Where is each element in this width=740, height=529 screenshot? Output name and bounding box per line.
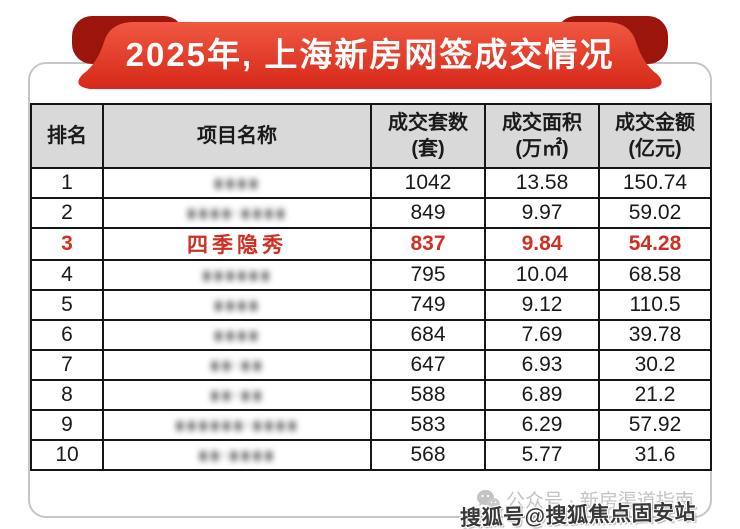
table-row: 7 ■■·■■ 647 6.93 30.2: [30, 349, 712, 381]
table-row: 6 ■■■■ 684 7.69 39.78: [30, 319, 712, 351]
units-sold-cell: 1042: [370, 167, 486, 199]
project-name: ■■■■·■■■■: [186, 204, 288, 225]
area-sold-cell: 9.97: [484, 197, 600, 229]
sohu-watermark: 搜狐号@搜狐焦点固安站: [459, 500, 697, 529]
title-ribbon: 2025年, 上海新房网签成交情况: [50, 10, 690, 96]
amount-cell: 57.92: [598, 409, 712, 441]
area-sold-cell: 13.58: [484, 167, 600, 199]
project-name-cell: ■■■■: [102, 289, 372, 321]
header-rank-label: 排名: [47, 125, 87, 147]
project-name: ■■■■: [213, 174, 261, 195]
header-project-name: 项目名称: [102, 103, 372, 169]
header-amount-unit: (亿元): [628, 138, 682, 160]
header-project-name-label: 项目名称: [197, 125, 277, 147]
area-sold-cell: 9.84: [484, 227, 600, 261]
units-sold-cell: 684: [370, 319, 486, 351]
rank-cell: 2: [30, 197, 104, 229]
project-name: ■■·■■: [210, 386, 264, 407]
project-name-cell: ■■·■■: [102, 379, 372, 411]
rank-cell: 9: [30, 409, 104, 441]
wechat-icon: [477, 489, 500, 509]
sales-table: 排名 项目名称 成交套数 (套) 成交面积 (万㎡) 成交金额: [30, 103, 712, 471]
project-name-cell: ■■■■: [102, 319, 372, 351]
project-name-cell: ■■■■·■■■■: [102, 197, 372, 229]
table-row: 4 ■■■■■■ 795 10.04 68.58: [30, 259, 712, 291]
rank-cell: 5: [30, 289, 104, 321]
project-name-cell: ■■■■: [102, 167, 372, 199]
sales-table-container: 排名 项目名称 成交套数 (套) 成交面积 (万㎡) 成交金额: [30, 103, 712, 471]
units-sold-cell: 795: [370, 259, 486, 291]
rank-cell: 1: [30, 167, 104, 199]
project-name: ■■■■■■·■■■■: [175, 416, 299, 437]
table-row: 8 ■■·■■ 588 6.89 21.2: [30, 379, 712, 411]
project-name-cell: ■■·■■: [102, 349, 372, 381]
amount-cell: 39.78: [598, 319, 712, 351]
area-sold-cell: 7.69: [484, 319, 600, 351]
area-sold-cell: 10.04: [484, 259, 600, 291]
wechat-watermark: 公众号 · 新房渠道指南: [476, 486, 694, 513]
units-sold-cell: 588: [370, 379, 486, 411]
header-units-label: 成交套数: [388, 112, 468, 134]
table-row: 9 ■■■■■■·■■■■ 583 6.29 57.92: [30, 409, 712, 441]
rank-cell: 7: [30, 349, 104, 381]
units-sold-cell: 849: [370, 197, 486, 229]
header-units-unit: (套): [411, 138, 445, 160]
project-name-cell: 四季隐秀: [102, 227, 372, 261]
table-row: 2 ■■■■·■■■■ 849 9.97 59.02: [30, 197, 712, 229]
amount-cell: 150.74: [598, 167, 712, 199]
units-sold-cell: 837: [370, 227, 486, 261]
table-body: 1 ■■■■ 1042 13.58 150.74 2 ■■■■·■■■■ 849…: [30, 167, 712, 471]
area-sold-cell: 5.77: [484, 439, 600, 471]
header-rank: 排名: [30, 103, 104, 169]
ribbon-shape-graphic: [72, 16, 668, 89]
rank-cell: 8: [30, 379, 104, 411]
table-row: 5 ■■■■ 749 9.12 110.5: [30, 289, 712, 321]
area-sold-cell: 6.89: [484, 379, 600, 411]
area-sold-cell: 6.29: [484, 409, 600, 441]
amount-cell: 21.2: [598, 379, 712, 411]
table-header: 排名 项目名称 成交套数 (套) 成交面积 (万㎡) 成交金额: [30, 103, 712, 169]
rank-cell: 3: [30, 227, 104, 261]
project-name: ■■■■: [213, 296, 261, 317]
project-name: 四季隐秀: [187, 234, 287, 257]
table-row: 10 ■■·■■■■ 568 5.77 31.6: [30, 439, 712, 471]
amount-cell: 54.28: [598, 227, 712, 261]
units-sold-cell: 647: [370, 349, 486, 381]
amount-cell: 30.2: [598, 349, 712, 381]
amount-cell: 68.58: [598, 259, 712, 291]
units-sold-cell: 568: [370, 439, 486, 471]
units-sold-cell: 583: [370, 409, 486, 441]
header-amount: 成交金额 (亿元): [598, 103, 712, 169]
header-area-label: 成交面积: [502, 112, 582, 134]
project-name-cell: ■■■■■■: [102, 259, 372, 291]
project-name: ■■■■: [213, 326, 261, 347]
project-name-cell: ■■·■■■■: [102, 439, 372, 471]
amount-cell: 110.5: [598, 289, 712, 321]
header-units-sold: 成交套数 (套): [370, 103, 486, 169]
project-name-cell: ■■■■■■·■■■■: [102, 409, 372, 441]
table-row: 3 四季隐秀 837 9.84 54.28: [30, 227, 712, 261]
area-sold-cell: 6.93: [484, 349, 600, 381]
rank-cell: 10: [30, 439, 104, 471]
page-title: 2025年, 上海新房网签成交情况: [125, 36, 615, 73]
header-area-unit: (万㎡): [515, 138, 569, 160]
header-area-sold: 成交面积 (万㎡): [484, 103, 600, 169]
project-name: ■■·■■: [210, 356, 264, 377]
table-row: 1 ■■■■ 1042 13.58 150.74: [30, 167, 712, 199]
project-name: ■■·■■■■: [198, 446, 276, 467]
units-sold-cell: 749: [370, 289, 486, 321]
area-sold-cell: 9.12: [484, 289, 600, 321]
project-name: ■■■■■■: [202, 266, 272, 287]
amount-cell: 59.02: [598, 197, 712, 229]
wechat-watermark-text: 公众号 · 新房渠道指南: [506, 491, 694, 512]
rank-cell: 6: [30, 319, 104, 351]
amount-cell: 31.6: [598, 439, 712, 471]
header-amount-label: 成交金额: [615, 112, 695, 134]
rank-cell: 4: [30, 259, 104, 291]
